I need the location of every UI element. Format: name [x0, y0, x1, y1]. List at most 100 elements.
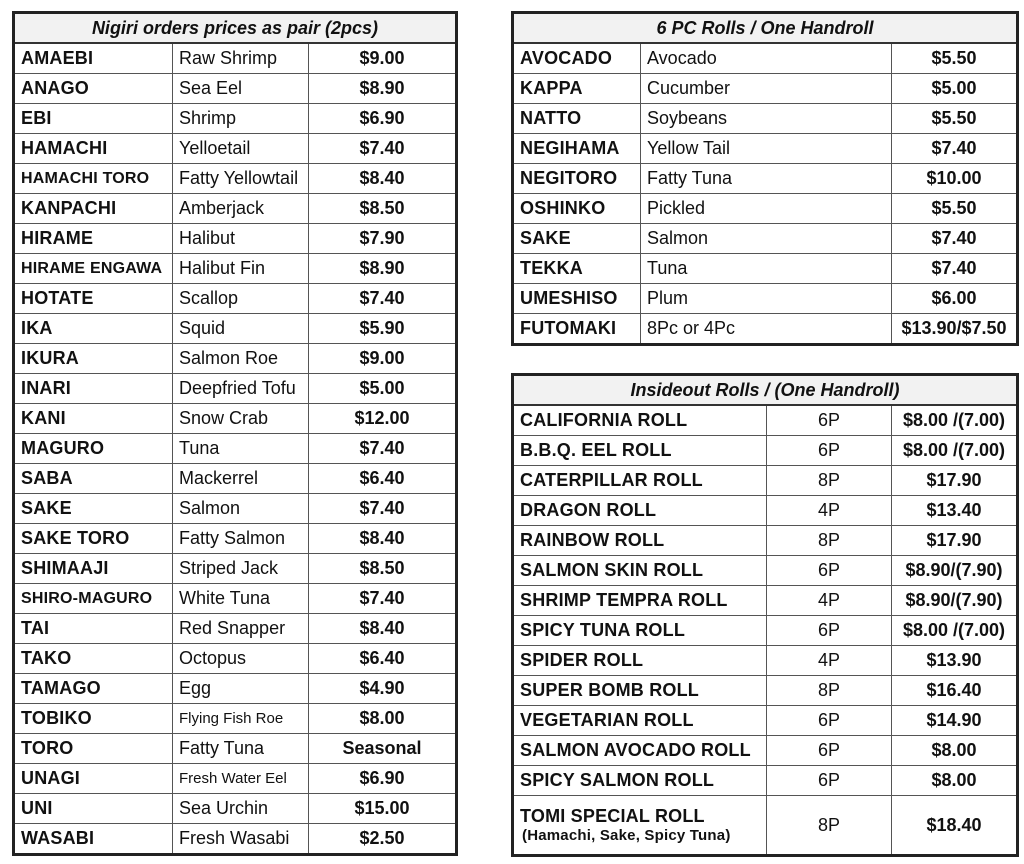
item-piece-count: 8P	[766, 795, 892, 856]
item-description: Salmon	[640, 223, 892, 254]
item-name: B.B.Q. EEL ROLL	[512, 435, 767, 466]
item-price: $13.90/$7.50	[890, 313, 1019, 345]
menu-row: TORO Fatty Tuna Seasonal	[13, 733, 457, 764]
menu-row: IKA Squid $5.90	[13, 313, 457, 344]
menu-row: EBI Shrimp $6.90	[13, 103, 457, 134]
item-name: SPIDER ROLL	[512, 645, 767, 676]
item-name: SAKE	[13, 493, 173, 524]
item-piece-count: 6P	[766, 404, 892, 436]
item-price: Seasonal	[308, 733, 457, 764]
menu-row: HIRAME ENGAWA Halibut Fin $8.90	[13, 253, 457, 284]
item-description: Raw Shrimp	[172, 42, 309, 74]
item-name: AVOCADO	[512, 42, 641, 74]
item-price: $7.40	[890, 223, 1019, 254]
item-description: Mackerrel	[172, 463, 309, 494]
menu-row: AVOCADO Avocado $5.50	[512, 42, 1019, 74]
nigiri-table-title: Nigiri orders prices as pair (2pcs)	[13, 12, 457, 44]
item-name: SHIRO-MAGURO	[13, 583, 173, 614]
menu-row: ANAGO Sea Eel $8.90	[13, 73, 457, 104]
item-price: $8.40	[308, 163, 457, 194]
menu-row: SALMON SKIN ROLL 6P $8.90/(7.90)	[512, 555, 1018, 586]
item-description: Halibut	[172, 223, 309, 254]
item-name: NEGIHAMA	[512, 133, 641, 164]
item-price: $8.00	[891, 735, 1018, 766]
item-description: Fatty Salmon	[172, 523, 309, 554]
menu-row: RAINBOW ROLL 8P $17.90	[512, 525, 1018, 556]
item-price: $9.00	[308, 42, 457, 74]
item-price: $7.40	[308, 493, 457, 524]
menu-row: TAKO Octopus $6.40	[13, 643, 457, 674]
item-price: $17.90	[891, 525, 1018, 556]
menu-row: TAI Red Snapper $8.40	[13, 613, 457, 644]
menu-row: HOTATE Scallop $7.40	[13, 283, 457, 314]
item-name: SPICY SALMON ROLL	[512, 765, 767, 796]
menu-row: SAKE Salmon $7.40	[13, 493, 457, 524]
item-name: VEGETARIAN ROLL	[512, 705, 767, 736]
item-price: $7.40	[890, 253, 1019, 284]
item-piece-count: 6P	[766, 705, 892, 736]
item-description: Amberjack	[172, 193, 309, 224]
menu-row: SPIDER ROLL 4P $13.90	[512, 645, 1018, 676]
item-price: $5.50	[890, 42, 1019, 74]
item-description: Shrimp	[172, 103, 309, 134]
menu-row: WASABI Fresh Wasabi $2.50	[13, 823, 457, 855]
item-name: CALIFORNIA ROLL	[512, 404, 767, 436]
item-price: $4.90	[308, 673, 457, 704]
item-name: HAMACHI TORO	[13, 163, 173, 194]
menu-row: CALIFORNIA ROLL 6P $8.00 /(7.00)	[512, 404, 1018, 436]
insideout-rolls-title: Insideout Rolls / (One Handroll)	[512, 374, 1018, 406]
item-piece-count: 6P	[766, 555, 892, 586]
item-name: INARI	[13, 373, 173, 404]
item-description: Yelloetail	[172, 133, 309, 164]
item-name: SALMON AVOCADO ROLL	[512, 735, 767, 766]
menu-row: B.B.Q. EEL ROLL 6P $8.00 /(7.00)	[512, 435, 1018, 466]
item-price: $18.40	[891, 795, 1018, 856]
item-piece-count: 8P	[766, 525, 892, 556]
item-price: $10.00	[890, 163, 1019, 194]
item-name: UNI	[13, 793, 173, 824]
item-price: $8.00 /(7.00)	[891, 435, 1018, 466]
item-name: KAPPA	[512, 73, 641, 104]
item-description: Salmon Roe	[172, 343, 309, 374]
item-description: Scallop	[172, 283, 309, 314]
menu-row: SABA Mackerrel $6.40	[13, 463, 457, 494]
item-description: 8Pc or 4Pc	[640, 313, 892, 345]
item-name: MAGURO	[13, 433, 173, 464]
menu-row: SUPER BOMB ROLL 8P $16.40	[512, 675, 1018, 706]
menu-row: UNI Sea Urchin $15.00	[13, 793, 457, 824]
menu-row: AMAEBI Raw Shrimp $9.00	[13, 42, 457, 74]
item-name: UMESHISO	[512, 283, 641, 314]
menu-row: SHIRO-MAGURO White Tuna $7.40	[13, 583, 457, 614]
item-price: $8.40	[308, 523, 457, 554]
item-price: $13.90	[891, 645, 1018, 676]
item-name: TEKKA	[512, 253, 641, 284]
menu-row: NEGITORO Fatty Tuna $10.00	[512, 163, 1019, 194]
item-price: $6.90	[308, 103, 457, 134]
item-name: KANPACHI	[13, 193, 173, 224]
item-price: $8.90	[308, 253, 457, 284]
item-price: $7.40	[308, 433, 457, 464]
item-price: $8.40	[308, 613, 457, 644]
item-description: Fresh Wasabi	[172, 823, 309, 855]
item-price: $8.50	[308, 193, 457, 224]
item-description: Snow Crab	[172, 403, 309, 434]
six-pc-rolls-table: 6 PC Rolls / One Handroll AVOCADO Avocado…	[511, 11, 1020, 346]
menu-row: FUTOMAKI 8Pc or 4Pc $13.90/$7.50	[512, 313, 1019, 345]
item-piece-count: 4P	[766, 495, 892, 526]
item-name: NATTO	[512, 103, 641, 134]
item-description: Plum	[640, 283, 892, 314]
item-name: WASABI	[13, 823, 173, 855]
item-price: $5.00	[890, 73, 1019, 104]
item-description: Halibut Fin	[172, 253, 309, 284]
menu-row: SPICY TUNA ROLL 6P $8.00 /(7.00)	[512, 615, 1018, 646]
item-name: SHRIMP TEMPRA ROLL	[512, 585, 767, 616]
menu-row: UNAGI Fresh Water Eel $6.90	[13, 763, 457, 794]
item-price: $8.90/(7.90)	[891, 555, 1018, 586]
menu-row: KANPACHI Amberjack $8.50	[13, 193, 457, 224]
item-price: $5.90	[308, 313, 457, 344]
item-name: TAKO	[13, 643, 173, 674]
item-price: $8.00	[891, 765, 1018, 796]
item-description: Red Snapper	[172, 613, 309, 644]
menu-row: SALMON AVOCADO ROLL 6P $8.00	[512, 735, 1018, 766]
item-price: $6.00	[890, 283, 1019, 314]
